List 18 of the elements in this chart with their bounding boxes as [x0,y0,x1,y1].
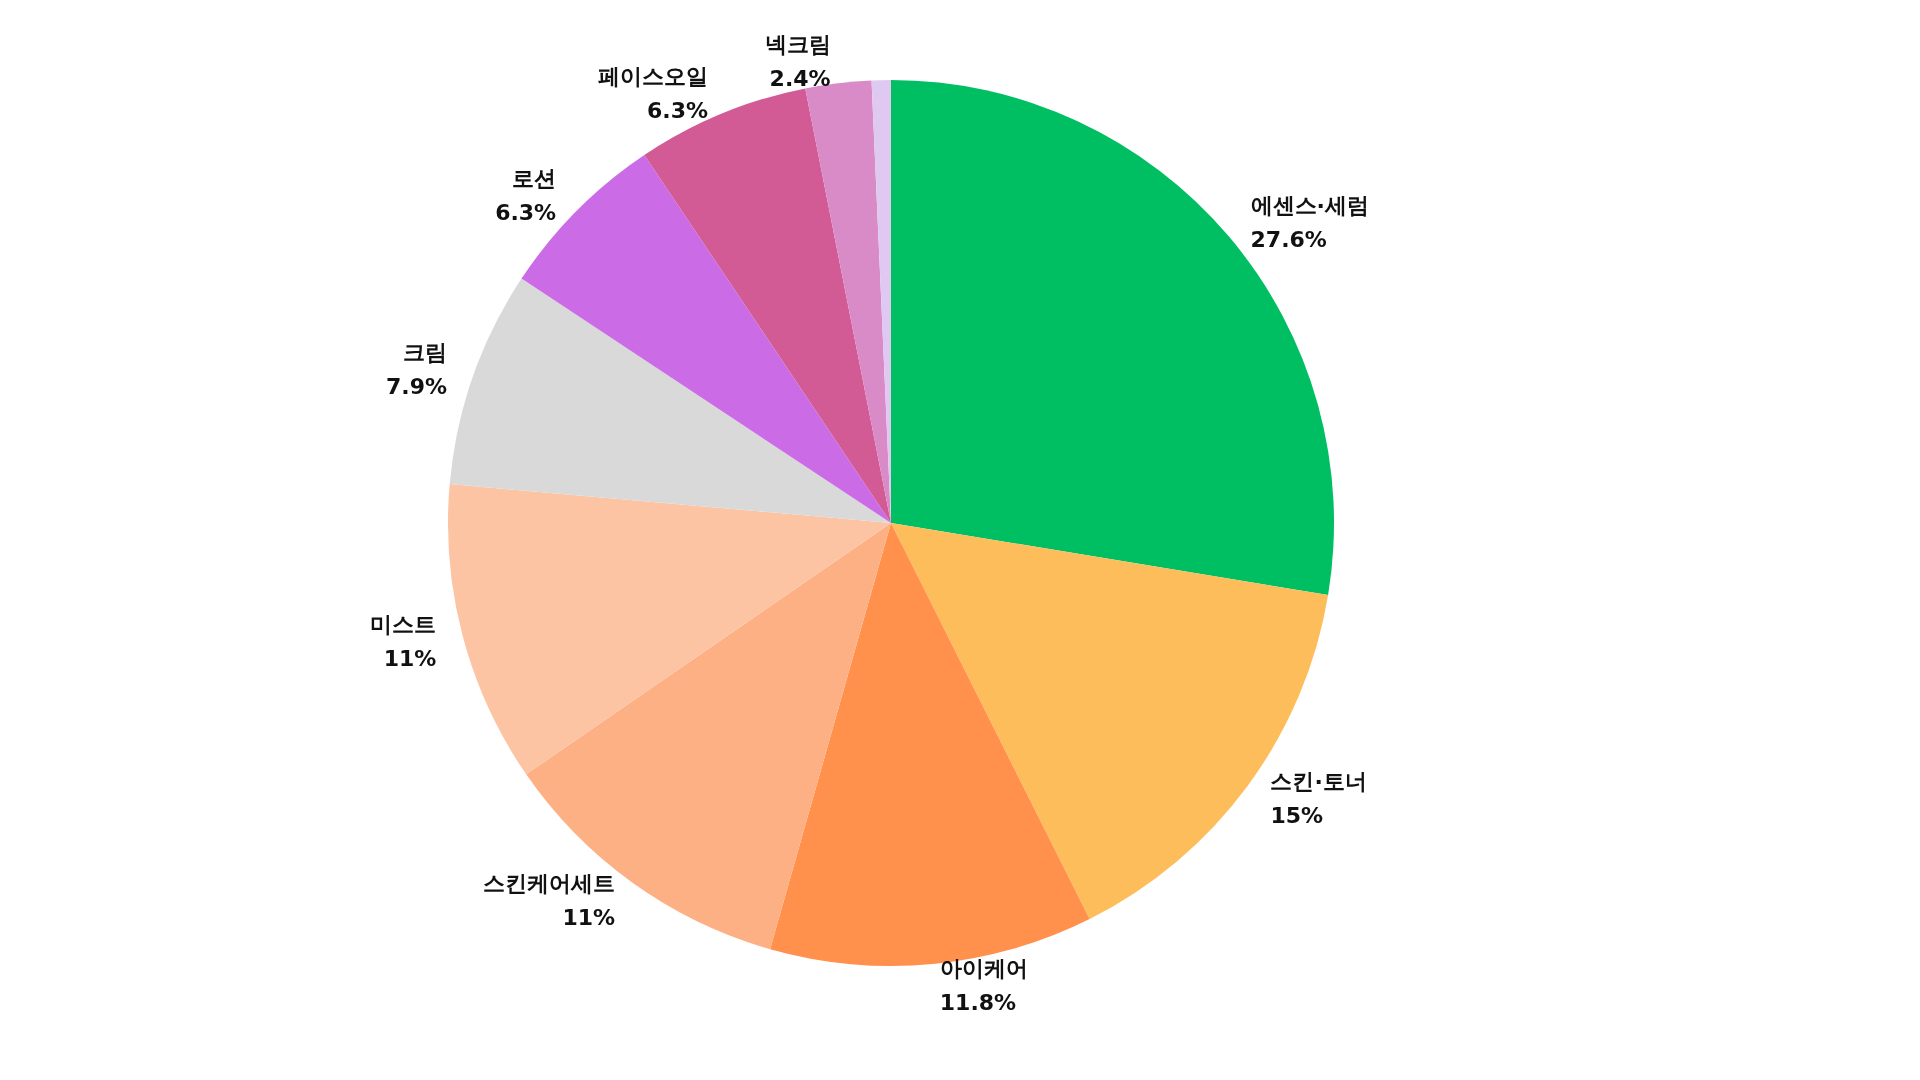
data-label: 6.3% [495,199,557,225]
slice-label: 페이스오일 [598,63,709,89]
data-label: 2.4% [769,65,831,91]
slice-label: 크림 [403,340,448,366]
slice-label: 미스트 [370,611,437,637]
data-label: 11.8% [939,990,1017,1016]
data-label: 11% [383,645,437,671]
data-label: 15% [1270,803,1324,829]
data-label: 7.9% [386,374,448,400]
data-label: 6.3% [647,97,709,123]
data-label: 27.6% [1250,226,1327,252]
slice-label: 넥크림 [764,31,831,57]
data-label: 11% [562,905,616,931]
slice-label: 스킨케어세트 [483,871,616,897]
slice-label: 아이케어 [939,956,1028,982]
slice-label: 로션 [512,165,557,191]
slice-label: 에센스·세럼 [1250,192,1369,218]
slice-label: 스킨·토너 [1270,769,1367,795]
